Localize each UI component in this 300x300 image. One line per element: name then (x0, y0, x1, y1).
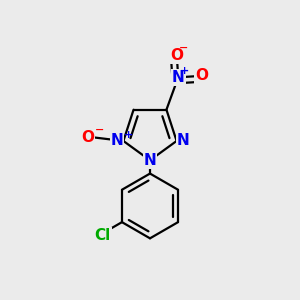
Text: N: N (111, 134, 123, 148)
Text: O: O (170, 48, 183, 63)
Text: N: N (177, 134, 189, 148)
Text: Cl: Cl (95, 228, 111, 243)
Text: O: O (195, 68, 208, 83)
Text: +: + (180, 66, 189, 76)
Text: N: N (144, 153, 156, 168)
Text: +: + (124, 130, 133, 140)
Text: −: − (178, 43, 188, 53)
Text: O: O (81, 130, 94, 145)
Text: −: − (94, 125, 104, 135)
Text: N: N (172, 70, 184, 85)
